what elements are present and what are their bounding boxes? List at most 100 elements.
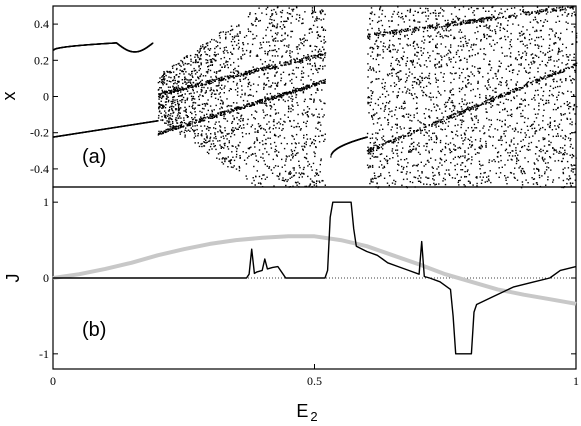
point (426, 30, 429, 32)
point (230, 135, 232, 138)
point (555, 149, 557, 152)
point (369, 66, 371, 68)
point (198, 51, 200, 53)
point (547, 167, 550, 169)
point (281, 166, 283, 168)
point (560, 152, 562, 154)
point (243, 107, 245, 109)
point (488, 119, 490, 121)
point (286, 45, 288, 47)
point (439, 35, 441, 38)
point (221, 79, 224, 81)
point (548, 44, 551, 47)
point (497, 70, 499, 73)
point (416, 83, 418, 85)
point (165, 131, 168, 133)
point (232, 156, 234, 158)
point (161, 104, 163, 106)
point (507, 93, 509, 95)
point (500, 136, 503, 138)
point (317, 89, 319, 91)
point (482, 176, 484, 178)
point (197, 142, 199, 144)
point (179, 72, 181, 75)
point (471, 118, 473, 120)
point (297, 181, 299, 183)
point (412, 14, 415, 16)
point (453, 143, 455, 146)
point (472, 22, 474, 24)
point (183, 119, 185, 121)
point (389, 51, 392, 53)
point (519, 9, 521, 11)
point (484, 85, 486, 87)
point (420, 181, 422, 184)
point (437, 86, 439, 88)
point (428, 150, 430, 152)
point (534, 113, 537, 115)
point (268, 99, 270, 101)
point (310, 142, 313, 145)
point (314, 135, 317, 137)
point (303, 87, 306, 89)
point (289, 80, 291, 82)
point (268, 65, 271, 68)
point (286, 93, 288, 96)
point (178, 62, 180, 65)
point (193, 98, 196, 100)
point (394, 85, 396, 87)
point (400, 78, 402, 80)
point (434, 174, 436, 176)
point (302, 22, 304, 24)
point (181, 88, 183, 90)
point (316, 116, 319, 118)
point (232, 166, 234, 169)
point (267, 66, 269, 69)
point (319, 53, 321, 56)
point (273, 134, 276, 136)
point (314, 175, 316, 177)
point (569, 75, 571, 78)
point (198, 120, 201, 122)
point (186, 82, 188, 84)
point (450, 81, 452, 84)
point (483, 35, 486, 37)
point (485, 10, 487, 12)
point (250, 104, 252, 107)
point (287, 105, 290, 107)
point (165, 117, 167, 119)
point (373, 144, 375, 147)
point (395, 83, 398, 86)
point (316, 180, 318, 182)
point (520, 112, 522, 115)
point (322, 10, 324, 12)
point (172, 98, 174, 101)
point (499, 139, 501, 141)
point (516, 59, 518, 61)
point (223, 47, 226, 49)
point (309, 87, 311, 89)
point (438, 92, 441, 94)
point (557, 94, 560, 96)
point (317, 82, 320, 84)
point (230, 108, 233, 111)
point (434, 63, 436, 66)
point (379, 33, 381, 35)
point (492, 95, 494, 98)
point (499, 172, 502, 174)
point (205, 46, 207, 48)
point (301, 176, 303, 178)
point (236, 153, 238, 156)
point (279, 118, 282, 120)
point (541, 78, 543, 80)
point (465, 84, 467, 87)
point (236, 35, 238, 37)
point (302, 148, 304, 150)
point (317, 71, 319, 74)
point (278, 95, 280, 97)
point (506, 55, 508, 57)
point (186, 63, 188, 65)
point (240, 114, 243, 116)
point (410, 93, 413, 95)
point (549, 144, 551, 146)
